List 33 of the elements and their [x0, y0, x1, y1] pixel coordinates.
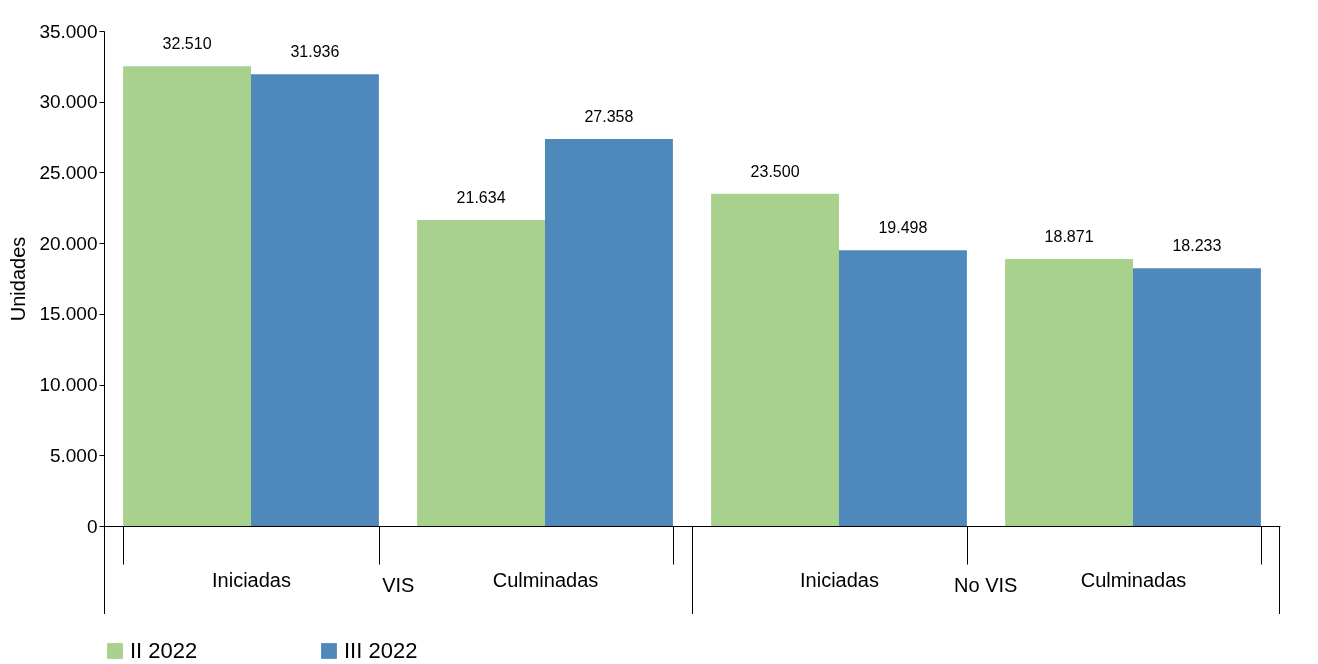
legend-label: II 2022 [130, 638, 198, 663]
data-label: 18.871 [1044, 228, 1094, 246]
bar [1133, 268, 1261, 526]
y-tick-label: 5.000 [49, 444, 98, 466]
data-label: 31.936 [290, 43, 340, 61]
y-tick-label: 10.000 [39, 374, 98, 396]
x-tick-label: Culminadas [492, 568, 599, 591]
data-label: 27.358 [584, 108, 634, 126]
text: VIS [382, 574, 415, 596]
y-tick-label: 15.000 [39, 303, 98, 325]
x-tick-label: Iniciadas [212, 568, 291, 591]
bar [545, 139, 673, 526]
bar [417, 220, 545, 526]
y-tick-label: 0 [86, 515, 98, 537]
text: No VIS [954, 574, 1018, 596]
data-label: 23.500 [750, 162, 800, 180]
legend-label: III 2022 [344, 638, 418, 663]
y-tick-label: 35.000 [39, 20, 98, 42]
data-label: 18.233 [1172, 237, 1222, 255]
y-tick-label: 25.000 [39, 161, 98, 183]
y-tick-label: 30.000 [39, 91, 98, 113]
y-tick-label: 20.000 [39, 232, 98, 254]
bar [123, 66, 251, 526]
bar [1005, 259, 1133, 526]
x-tick-label: Iniciadas [800, 568, 879, 591]
x-tick-label: Culminadas [1080, 568, 1187, 591]
bar [251, 74, 379, 526]
bar [839, 250, 967, 526]
y-axis-title: Unidades [7, 236, 30, 322]
bar [711, 193, 839, 526]
data-label: 32.510 [162, 35, 212, 53]
data-label: 21.634 [456, 189, 506, 207]
data-label: 19.498 [878, 219, 928, 237]
